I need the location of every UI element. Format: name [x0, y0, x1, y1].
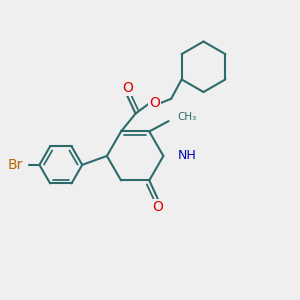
Text: O: O: [153, 200, 164, 214]
Text: CH₃: CH₃: [177, 112, 196, 122]
Text: O: O: [149, 96, 160, 110]
Text: Br: Br: [8, 158, 23, 172]
Text: NH: NH: [178, 149, 197, 162]
Text: O: O: [122, 81, 133, 95]
